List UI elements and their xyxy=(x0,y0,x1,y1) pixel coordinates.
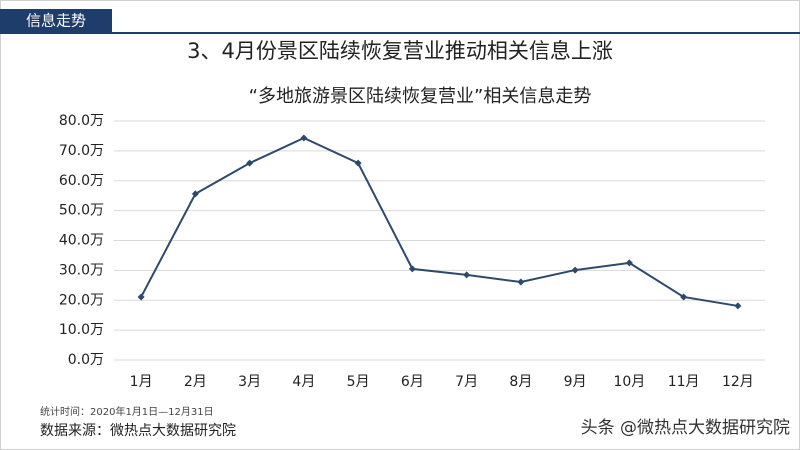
data-point xyxy=(246,159,254,167)
x-tick-label: 12月 xyxy=(722,374,754,390)
y-tick-label: 30.0万 xyxy=(59,262,104,278)
x-tick-label: 2月 xyxy=(184,374,207,390)
source: 数据来源：微热点大数据研究院 xyxy=(40,423,236,439)
y-tick-label: 80.0万 xyxy=(59,113,104,129)
y-tick-label: 0.0万 xyxy=(68,352,104,368)
data-point xyxy=(680,293,688,301)
data-point xyxy=(300,134,308,142)
y-tick-label: 60.0万 xyxy=(59,173,104,189)
data-point xyxy=(571,266,579,274)
x-tick-label: 4月 xyxy=(292,374,315,390)
x-tick-label: 5月 xyxy=(347,374,370,390)
x-tick-label: 8月 xyxy=(509,374,532,390)
tab-background xyxy=(0,9,112,33)
data-point xyxy=(408,265,416,273)
data-point xyxy=(517,278,525,286)
watermark: 头条 @微热点大数据研究院 xyxy=(581,418,790,438)
x-tick-label: 6月 xyxy=(401,374,424,390)
x-tick-label: 11月 xyxy=(668,374,700,390)
data-point xyxy=(734,302,742,310)
x-tick-label: 7月 xyxy=(455,374,478,390)
x-tick-label: 3月 xyxy=(238,374,261,390)
header-rule xyxy=(0,32,800,34)
stat-time: 统计时间：2020年1月1日—12月31日 xyxy=(40,405,214,418)
y-tick-label: 20.0万 xyxy=(59,292,104,308)
chart-title: “多地旅游景区陆续恢复营业”相关信息走势 xyxy=(249,86,592,107)
data-point xyxy=(191,190,199,198)
x-tick-label: 1月 xyxy=(130,374,153,390)
x-tick-label: 10月 xyxy=(613,374,645,390)
data-line xyxy=(140,136,739,307)
y-tick-label: 40.0万 xyxy=(59,233,104,249)
y-tick-label: 70.0万 xyxy=(59,143,104,159)
tab-label: 信息走势 xyxy=(26,12,86,30)
slide-title: 3、4月份景区陆续恢复营业推动相关信息上涨 xyxy=(187,39,613,63)
y-tick-label: 10.0万 xyxy=(59,322,104,338)
data-point xyxy=(137,293,145,301)
data-point xyxy=(625,259,633,267)
x-tick-label: 9月 xyxy=(564,374,587,390)
data-point xyxy=(463,271,471,279)
y-tick-label: 50.0万 xyxy=(59,203,104,219)
data-point xyxy=(354,159,362,167)
